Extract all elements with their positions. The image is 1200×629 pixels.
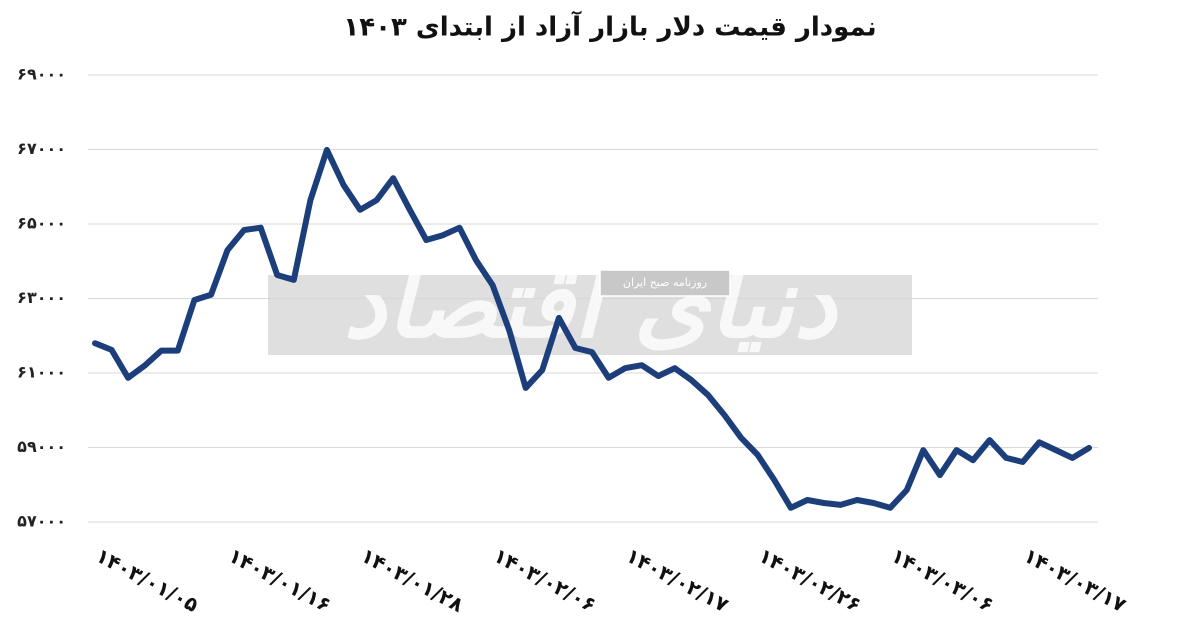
x-tick-label: ۱۴۰۳/۰۲/۱۷ xyxy=(622,543,732,617)
x-tick-label: ۱۴۰۳/۰۱/۱۶ xyxy=(225,543,335,617)
y-tick-label: ۶۵۰۰۰ xyxy=(17,214,66,233)
y-tick-label: ۶۱۰۰۰ xyxy=(17,363,66,382)
x-tick-label: ۱۴۰۳/۰۱/۰۵ xyxy=(92,543,202,617)
x-tick-label: ۱۴۰۳/۰۲/۲۶ xyxy=(755,543,865,617)
y-tick-label: ۵۹۰۰۰ xyxy=(17,437,66,456)
y-tick-label: ۶۷۰۰۰ xyxy=(17,139,66,158)
y-tick-label: ۵۷۰۰۰ xyxy=(17,512,66,531)
watermark-band xyxy=(268,275,912,355)
y-tick-label: ۶۳۰۰۰ xyxy=(17,288,66,307)
y-tick-label: ۶۹۰۰۰ xyxy=(17,65,66,84)
x-tick-label: ۱۴۰۳/۰۳/۱۷ xyxy=(1020,543,1130,617)
chart-title: نمودار قیمت دلار بازار آزاد از ابتدای ۱۴… xyxy=(343,11,876,43)
x-tick-label: ۱۴۰۳/۰۱/۲۸ xyxy=(357,543,467,617)
line-series xyxy=(92,146,1092,511)
x-tick-label: ۱۴۰۳/۰۲/۰۶ xyxy=(490,543,600,617)
watermark-tag xyxy=(599,269,731,297)
x-tick-label: ۱۴۰۳/۰۳/۰۶ xyxy=(887,543,997,617)
watermark-subtitle: روزنامه صبح ایران xyxy=(623,276,707,289)
watermark: دنیای اقتصاد xyxy=(343,247,838,359)
